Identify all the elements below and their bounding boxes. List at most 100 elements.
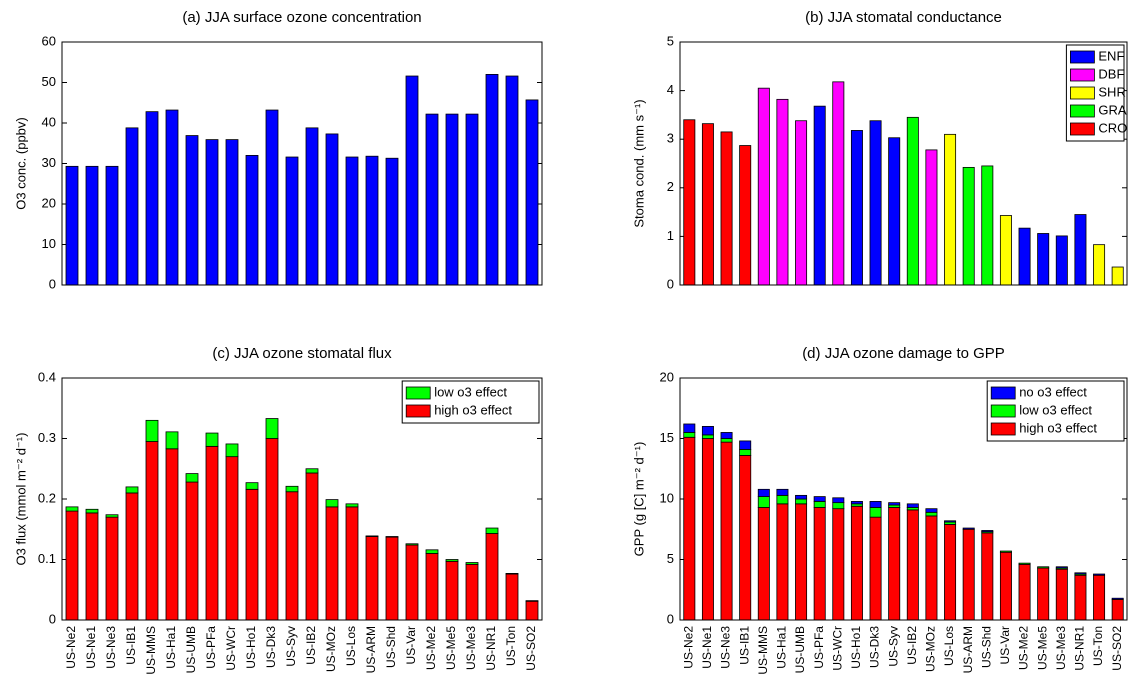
y-tick-label: 0.1 xyxy=(38,551,56,566)
bar xyxy=(888,502,901,506)
bar xyxy=(425,549,439,554)
bar xyxy=(485,74,499,286)
x-tick-label: US-Ne1 xyxy=(700,626,714,669)
bar xyxy=(305,472,319,621)
bar xyxy=(832,508,845,621)
chart-title: (c) JJA ozone stomatal flux xyxy=(212,345,392,362)
x-tick-label: US-Ho1 xyxy=(244,626,258,669)
bar xyxy=(925,511,938,517)
x-tick-label: US-WCr xyxy=(830,626,844,671)
x-tick-label: US-ARM xyxy=(364,626,378,673)
bar xyxy=(850,505,863,621)
bar xyxy=(776,503,789,621)
x-tick-label: US-PFa xyxy=(812,626,826,669)
chart-title: (b) JJA stomatal conductance xyxy=(805,9,1002,26)
bar xyxy=(795,494,808,500)
y-tick-label: 0 xyxy=(667,276,674,291)
x-tick-label: US-Me3 xyxy=(464,626,478,670)
bar xyxy=(165,448,179,621)
x-tick-label: US-Me2 xyxy=(424,626,438,670)
bar xyxy=(285,156,299,286)
bar xyxy=(185,473,199,483)
y-tick-label: 2 xyxy=(667,179,674,194)
bar xyxy=(465,113,479,286)
y-tick-label: 50 xyxy=(42,74,56,89)
bar xyxy=(888,507,901,621)
bar xyxy=(205,139,219,286)
bar xyxy=(1074,214,1087,286)
bar xyxy=(65,510,79,621)
bar xyxy=(145,111,159,286)
bar xyxy=(832,502,845,510)
bar xyxy=(1055,566,1068,569)
bar xyxy=(776,488,789,496)
legend-label: low o3 effect xyxy=(1019,402,1092,417)
legend-label: no o3 effect xyxy=(1019,384,1087,399)
x-tick-label: US-Syv xyxy=(284,626,298,667)
legend-swatch xyxy=(1070,122,1095,136)
bar xyxy=(925,515,938,621)
x-tick-label: US-UMB xyxy=(184,626,198,673)
bar xyxy=(720,441,733,621)
bar xyxy=(345,506,359,621)
chart-title: (d) JJA ozone damage to GPP xyxy=(802,345,1005,362)
y-tick-label: 5 xyxy=(667,551,674,566)
x-tick-label: US-Me2 xyxy=(1017,626,1031,670)
bar xyxy=(869,516,882,621)
bar xyxy=(445,559,459,562)
bar xyxy=(365,155,379,286)
bar xyxy=(165,109,179,286)
bar xyxy=(981,532,994,621)
bar xyxy=(505,573,519,621)
x-tick-label: US-Los xyxy=(344,626,358,666)
bar xyxy=(981,530,994,533)
bar xyxy=(813,507,826,621)
x-tick-label: US-MOz xyxy=(324,626,338,672)
legend-label: high o3 effect xyxy=(1019,420,1097,435)
y-tick-label: 3 xyxy=(667,131,674,146)
bar xyxy=(145,419,159,442)
bar xyxy=(944,520,957,523)
legend-swatch xyxy=(1070,104,1095,118)
bar xyxy=(365,535,379,537)
x-tick-label: US-Ne2 xyxy=(64,626,78,669)
bar xyxy=(425,553,439,621)
y-tick-label: 0 xyxy=(49,611,56,626)
bar xyxy=(285,491,299,621)
y-tick-label: 0.2 xyxy=(38,490,56,505)
x-tick-label: US-UMB xyxy=(793,626,807,673)
y-tick-label: 0.3 xyxy=(38,430,56,445)
bar xyxy=(1037,566,1050,569)
bar xyxy=(325,499,339,508)
legend-label: ENF xyxy=(1098,48,1124,63)
legend-swatch xyxy=(990,386,1016,400)
bar xyxy=(720,438,733,443)
y-axis-label: GPP (g [C] m⁻² d⁻¹) xyxy=(631,442,646,557)
bar xyxy=(1111,266,1124,286)
bar xyxy=(888,137,901,286)
bar xyxy=(265,438,279,621)
x-tick-label: US-Me5 xyxy=(1035,626,1049,670)
bar xyxy=(365,536,379,621)
bar xyxy=(1037,567,1050,621)
bar xyxy=(385,536,399,538)
bar xyxy=(757,488,770,497)
bar xyxy=(720,432,733,439)
chart-title: (a) JJA surface ozone concentration xyxy=(182,9,421,26)
bar xyxy=(225,443,239,458)
legend-label: low o3 effect xyxy=(434,384,507,399)
bar xyxy=(720,131,733,286)
bar xyxy=(795,503,808,621)
y-tick-label: 10 xyxy=(42,236,56,251)
x-tick-label: US-Ne1 xyxy=(84,626,98,669)
y-tick-label: 20 xyxy=(42,195,56,210)
bar xyxy=(245,488,259,621)
x-tick-label: US-SO2 xyxy=(1110,626,1124,671)
bar xyxy=(445,113,459,286)
bar xyxy=(125,486,139,494)
bar xyxy=(869,120,882,286)
bar xyxy=(795,120,808,286)
y-tick-label: 0.4 xyxy=(38,369,56,384)
bar xyxy=(701,123,714,286)
